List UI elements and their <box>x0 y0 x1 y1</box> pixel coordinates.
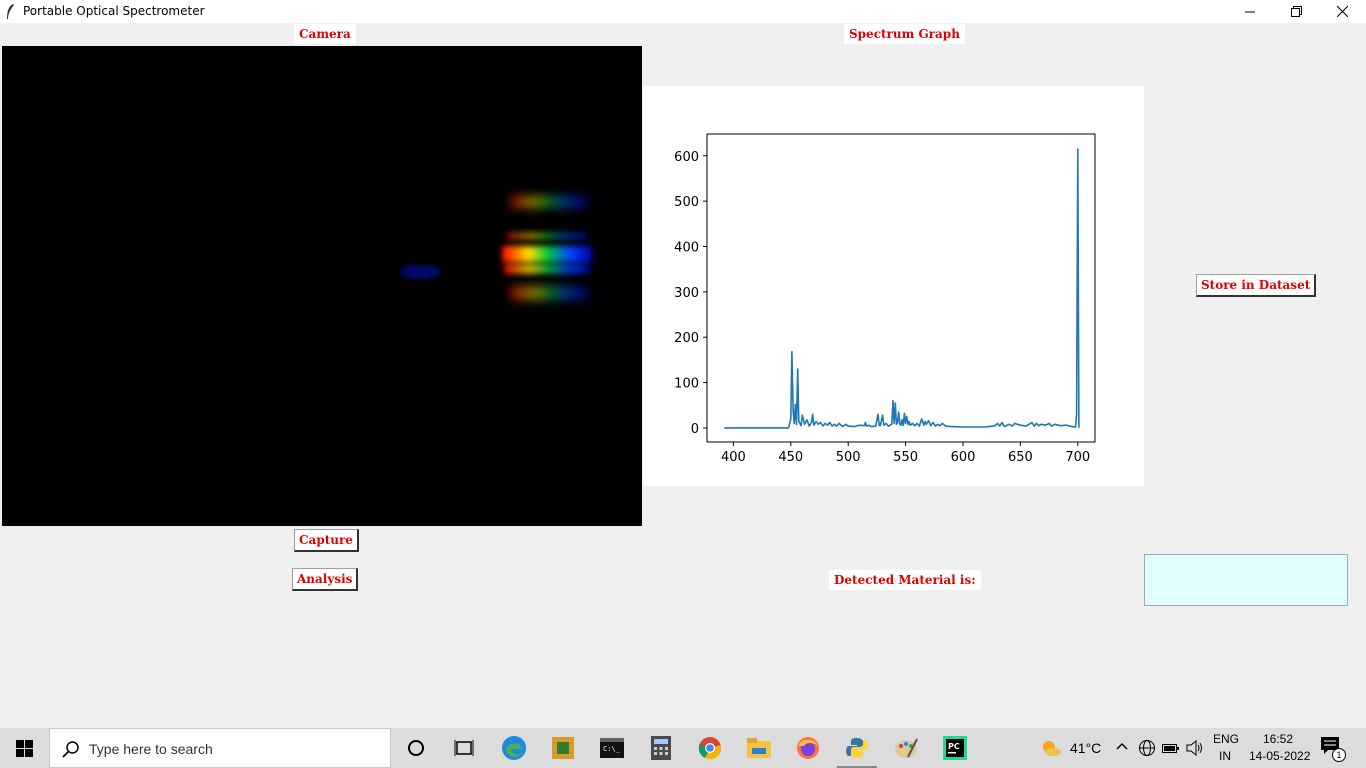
spectrum-graph-label: Spectrum Graph <box>844 24 965 44</box>
app-green-icon <box>552 737 574 759</box>
camera-label: Camera <box>294 24 356 44</box>
feather-icon <box>7 4 14 19</box>
window-title: Portable Optical Spectrometer <box>23 4 205 18</box>
spectrum-chart: 400 450 500 550 600 650 700 0 100 200 300 400 500 600 <box>674 133 1096 465</box>
search-placeholder: Type here to search <box>89 741 213 757</box>
python-icon <box>846 738 868 758</box>
palette-icon <box>895 738 918 758</box>
file-explorer-button[interactable] <box>735 728 783 768</box>
title-bar[interactable]: Portable Optical Spectrometer <box>0 0 1366 23</box>
spectrum-image <box>400 196 592 300</box>
taskbar-search[interactable]: Type here to search <box>49 728 391 768</box>
edge-button[interactable] <box>490 728 538 768</box>
y-tick-label-500: 500 <box>674 195 699 210</box>
volume-icon[interactable] <box>1186 740 1204 756</box>
y-tick-label-600: 600 <box>674 150 699 165</box>
weather-temp[interactable]: 41°C <box>1070 740 1102 756</box>
minimize-icon <box>1245 11 1255 12</box>
svg-text:PC: PC <box>948 742 960 751</box>
y-tick-label-200: 200 <box>674 331 699 346</box>
pycharm-icon: PC <box>943 736 967 760</box>
x-tick-label-400: 400 <box>721 450 746 465</box>
x-tick-label-450: 450 <box>778 450 803 465</box>
calculator-button[interactable] <box>637 728 685 768</box>
firefox-icon <box>797 737 819 759</box>
x-tick-label-650: 650 <box>1008 450 1033 465</box>
terminal-button[interactable]: C:\_ <box>588 728 636 768</box>
store-in-dataset-button[interactable]: Store in Dataset <box>1196 274 1317 297</box>
camtasia-button[interactable] <box>539 728 587 768</box>
svg-text:C:\_: C:\_ <box>603 745 621 753</box>
calculator-icon <box>651 736 671 760</box>
cortana-button[interactable] <box>392 728 440 768</box>
chevron-up-icon[interactable] <box>1116 742 1128 750</box>
clock-date[interactable]: 14-05-2022 <box>1249 749 1311 763</box>
terminal-icon: C:\_ <box>600 738 624 758</box>
chrome-button[interactable] <box>686 728 734 768</box>
axes-frame <box>706 133 1096 443</box>
folder-icon <box>747 738 771 758</box>
pycharm-button[interactable]: PC <box>931 728 979 768</box>
search-icon <box>62 741 79 758</box>
capture-button[interactable]: Capture <box>294 529 359 552</box>
close-icon <box>1336 6 1348 17</box>
x-tick-label-500: 500 <box>836 450 861 465</box>
globe-icon[interactable] <box>1138 739 1156 757</box>
y-tick-label-300: 300 <box>674 286 699 301</box>
y-tick-label-0: 0 <box>691 422 699 437</box>
x-tick-label-550: 550 <box>893 450 918 465</box>
notification-center-button[interactable]: 1 <box>1320 736 1346 762</box>
task-view-icon <box>454 740 474 756</box>
y-tick-label-400: 400 <box>674 240 699 255</box>
language-code[interactable]: ENG <box>1213 732 1240 746</box>
restore-button[interactable] <box>1273 0 1319 23</box>
language-region[interactable]: IN <box>1219 749 1231 763</box>
y-tick-label-100: 100 <box>674 377 699 392</box>
detected-material-output <box>1144 554 1348 606</box>
python-button[interactable] <box>833 728 881 768</box>
x-tick-label-600: 600 <box>951 450 976 465</box>
notification-badge: 1 <box>1332 748 1346 762</box>
battery-icon[interactable] <box>1162 741 1180 755</box>
minimize-button[interactable] <box>1227 0 1273 23</box>
edge-icon <box>502 736 526 760</box>
firefox-button[interactable] <box>784 728 832 768</box>
restore-icon <box>1290 6 1302 17</box>
chrome-icon <box>698 737 721 760</box>
x-tick-label-700: 700 <box>1065 450 1090 465</box>
detected-material-label: Detected Material is: <box>829 570 981 590</box>
task-view-button[interactable] <box>440 728 488 768</box>
camera-feed <box>2 46 642 526</box>
close-button[interactable] <box>1319 0 1365 23</box>
series-line-0 <box>724 148 1080 429</box>
analysis-button[interactable]: Analysis <box>292 568 359 591</box>
taskbar: Type here to search C:\_ <box>0 728 1366 768</box>
windows-icon <box>15 739 33 757</box>
clock-time[interactable]: 16:52 <box>1263 732 1294 746</box>
cortana-icon <box>408 740 424 756</box>
paint-button[interactable] <box>882 728 930 768</box>
spectrum-graph-panel: 400 450 500 550 600 650 700 0 100 200 300 400 500 600 <box>643 86 1144 486</box>
start-button[interactable] <box>0 728 48 768</box>
weather-icon[interactable] <box>1040 739 1062 757</box>
